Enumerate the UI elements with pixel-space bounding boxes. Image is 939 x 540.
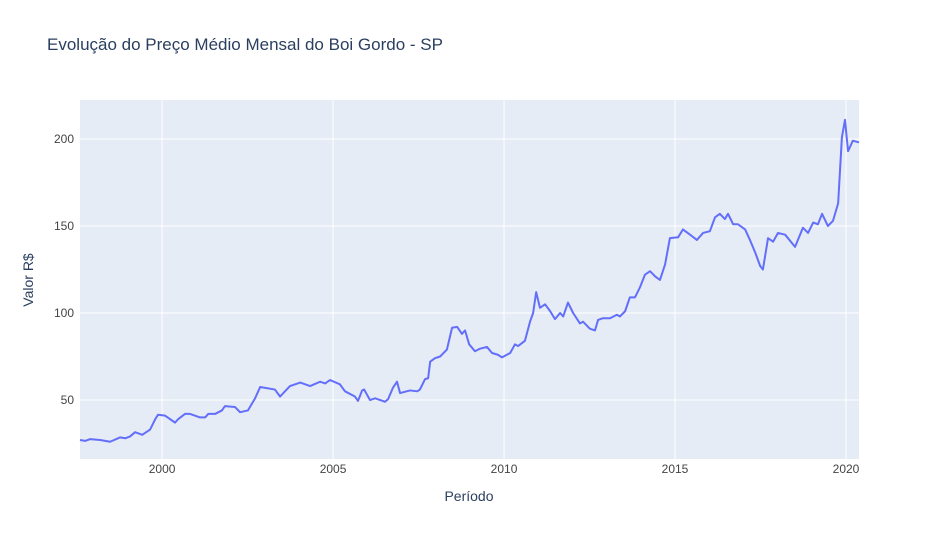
chart-title: Evolução do Preço Médio Mensal do Boi Go… [47, 35, 443, 54]
x-axis-label: Período [444, 488, 493, 504]
x-tick-label: 2010 [491, 462, 518, 476]
y-tick-label: 100 [54, 306, 74, 320]
x-tick-label: 2015 [662, 462, 689, 476]
x-tick-label: 2020 [833, 462, 860, 476]
plot-area [80, 100, 859, 459]
y-tick-label: 150 [54, 219, 74, 233]
x-tick-label: 2000 [149, 462, 176, 476]
x-tick-label: 2005 [320, 462, 347, 476]
y-axis-label: Valor R$ [20, 253, 36, 307]
y-tick-label: 200 [54, 132, 74, 146]
line-series [79, 118, 860, 443]
y-tick-label: 50 [61, 393, 75, 407]
